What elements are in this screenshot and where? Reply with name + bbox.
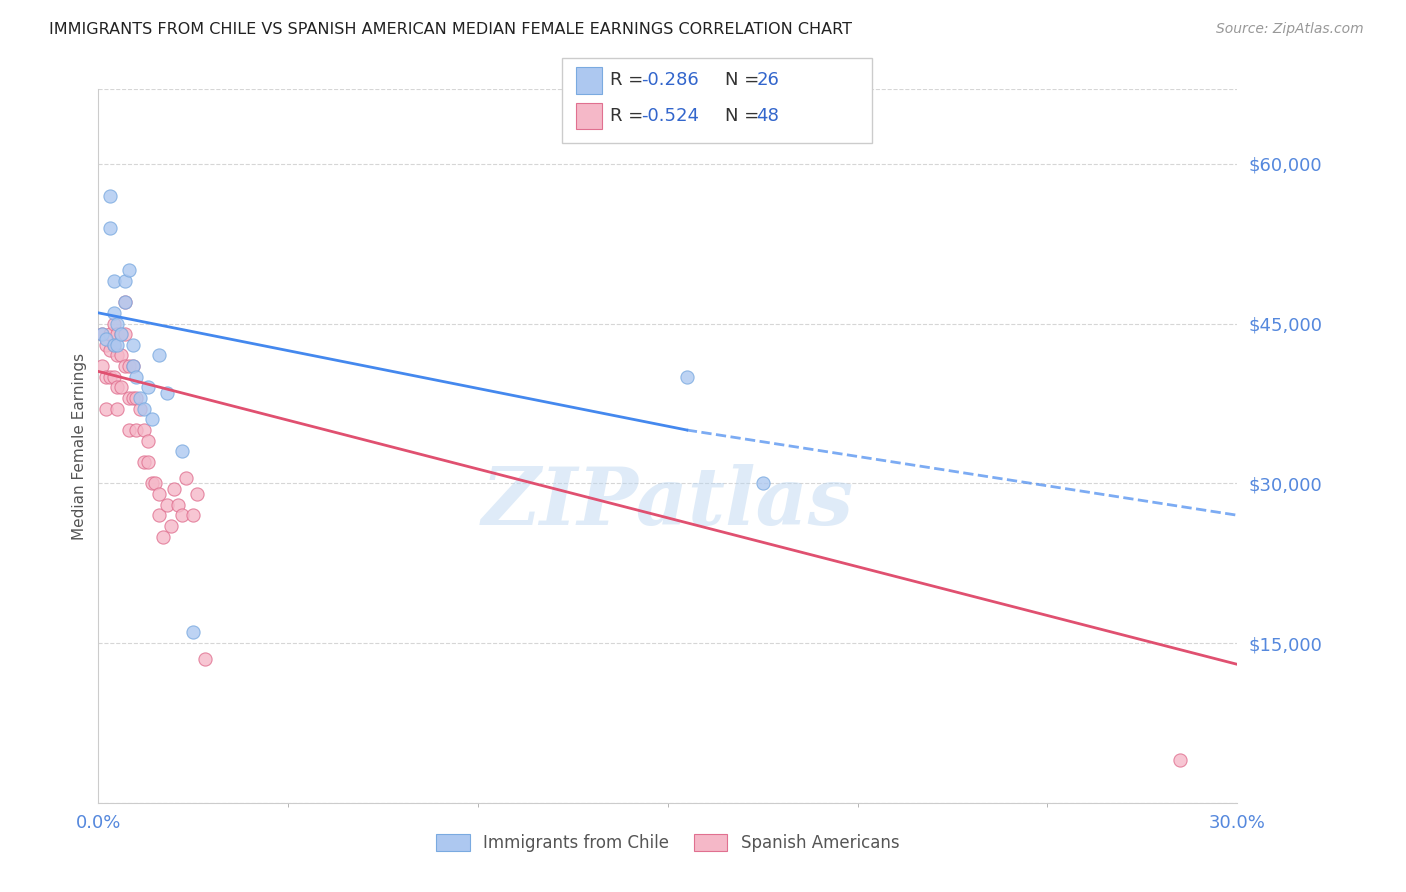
Point [107, 401, 129, 416]
Point [145, 476, 167, 491]
Point [110, 327, 132, 342]
Point [103, 338, 125, 352]
Point [148, 349, 170, 363]
Point [167, 498, 190, 512]
Text: ZIPatlas: ZIPatlas [482, 465, 853, 541]
Point [1170, 753, 1192, 767]
Point [186, 487, 208, 501]
Point [141, 476, 163, 491]
Point [132, 423, 155, 437]
Point [676, 369, 699, 384]
Point [98, 220, 121, 235]
Point [107, 349, 129, 363]
Point [103, 306, 125, 320]
Point [98, 327, 121, 342]
Point [118, 359, 141, 373]
Point [136, 455, 159, 469]
Point [125, 391, 148, 405]
Text: R =: R = [610, 71, 650, 89]
Point [94, 401, 117, 416]
Text: 48: 48 [756, 107, 779, 125]
Point [159, 519, 181, 533]
Point [136, 380, 159, 394]
Point [118, 391, 141, 405]
Point [129, 391, 152, 405]
Point [148, 508, 170, 523]
Point [170, 508, 193, 523]
Point [114, 295, 136, 310]
Point [114, 327, 136, 342]
Point [121, 338, 143, 352]
Point [103, 274, 125, 288]
Point [110, 327, 132, 342]
Point [114, 274, 136, 288]
Point [107, 380, 129, 394]
Point [156, 498, 179, 512]
Point [110, 380, 132, 394]
Point [98, 343, 121, 358]
Point [103, 338, 125, 352]
Text: N =: N = [725, 71, 765, 89]
Point [174, 471, 197, 485]
Point [107, 338, 129, 352]
Point [136, 434, 159, 448]
Point [141, 412, 163, 426]
Text: N =: N = [725, 107, 765, 125]
Text: Source: ZipAtlas.com: Source: ZipAtlas.com [1216, 22, 1364, 37]
Point [114, 295, 136, 310]
Text: R =: R = [610, 107, 650, 125]
Point [156, 385, 179, 400]
Point [132, 455, 155, 469]
Point [94, 338, 117, 352]
Point [129, 401, 152, 416]
Point [94, 333, 117, 347]
Point [152, 529, 174, 543]
Point [118, 263, 141, 277]
Point [107, 317, 129, 331]
Point [194, 652, 217, 666]
Point [121, 391, 143, 405]
Point [170, 444, 193, 458]
Text: -0.286: -0.286 [641, 71, 699, 89]
Point [148, 487, 170, 501]
Point [91, 359, 114, 373]
Legend: Immigrants from Chile, Spanish Americans: Immigrants from Chile, Spanish Americans [430, 827, 905, 859]
Point [103, 317, 125, 331]
Point [125, 369, 148, 384]
Point [94, 369, 117, 384]
Point [103, 369, 125, 384]
Text: IMMIGRANTS FROM CHILE VS SPANISH AMERICAN MEDIAN FEMALE EARNINGS CORRELATION CHA: IMMIGRANTS FROM CHILE VS SPANISH AMERICA… [49, 22, 852, 37]
Point [183, 508, 205, 523]
Point [118, 423, 141, 437]
Point [163, 482, 186, 496]
Point [114, 359, 136, 373]
Text: 26: 26 [756, 71, 779, 89]
Point [107, 327, 129, 342]
Y-axis label: Median Female Earnings: Median Female Earnings [72, 352, 87, 540]
Point [132, 401, 155, 416]
Point [98, 188, 121, 202]
Point [110, 349, 132, 363]
Point [752, 476, 775, 491]
Point [98, 369, 121, 384]
Point [183, 625, 205, 640]
Point [125, 423, 148, 437]
Point [121, 359, 143, 373]
Text: -0.524: -0.524 [641, 107, 699, 125]
Point [121, 359, 143, 373]
Point [91, 327, 114, 342]
Point [91, 327, 114, 342]
